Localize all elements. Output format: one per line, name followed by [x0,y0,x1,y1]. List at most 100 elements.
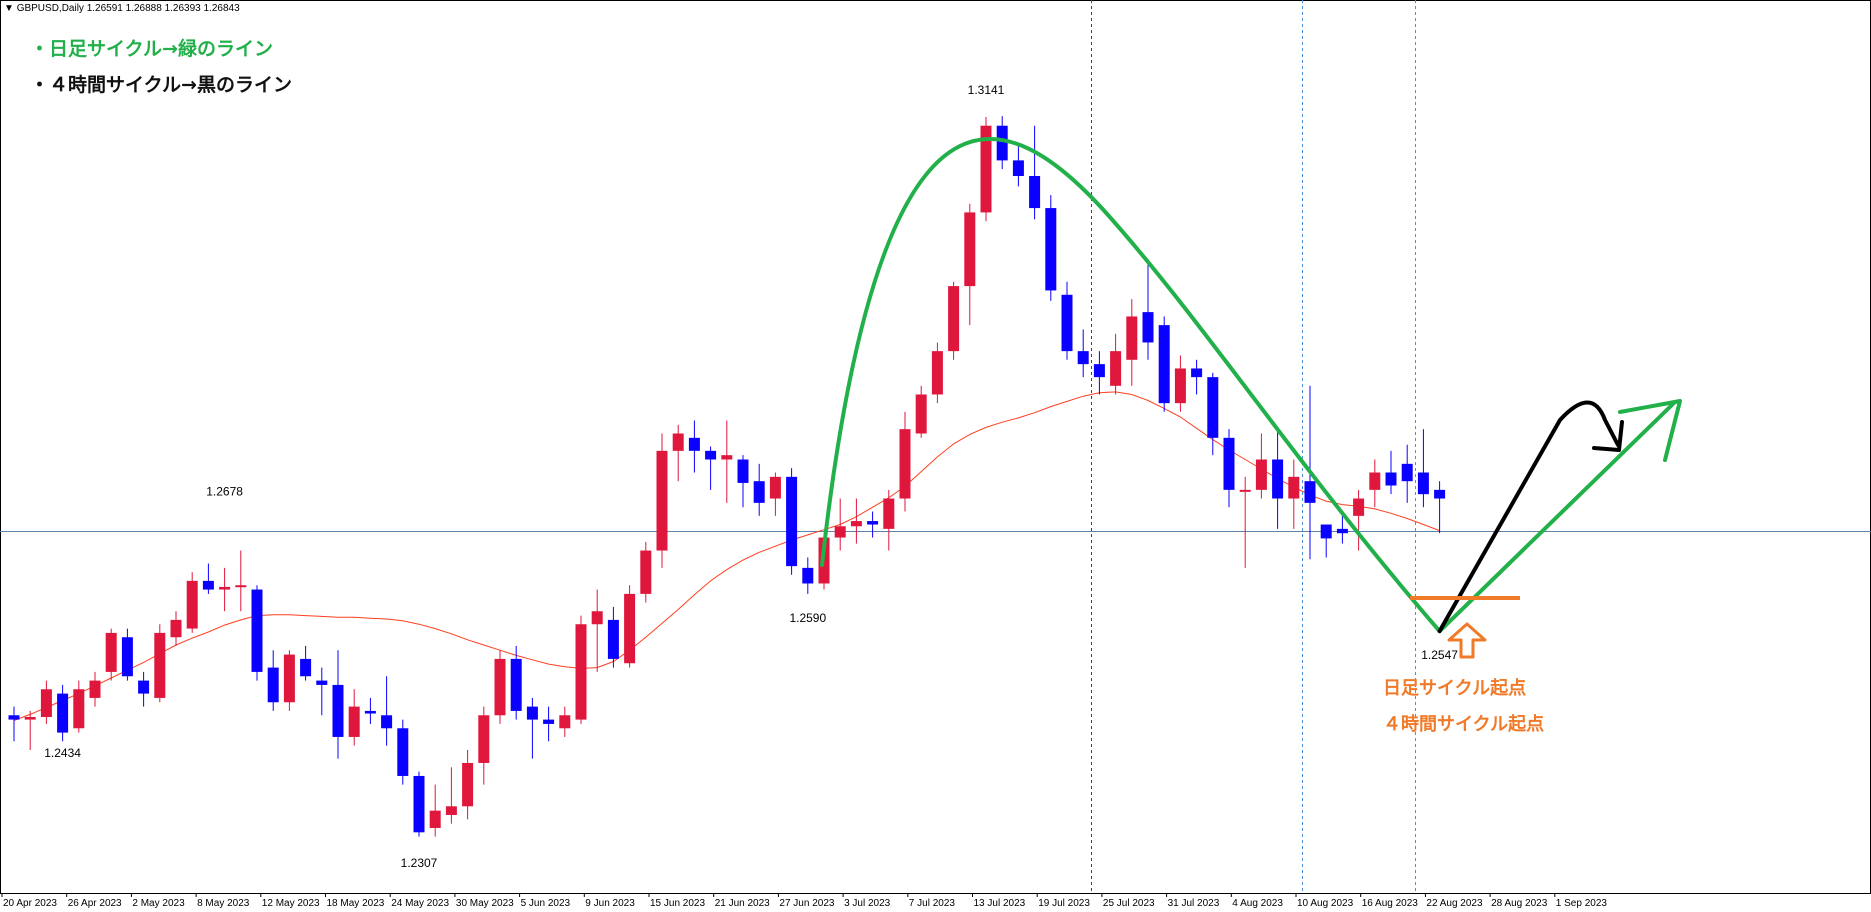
candle-body [1304,481,1316,503]
candle-body [640,550,652,594]
candle-body [786,476,798,567]
bear-candle [1142,264,1154,360]
bull-candle [575,615,587,724]
candle-body [40,689,52,718]
bear-candle [267,650,279,711]
bear-candle [802,557,814,594]
candle-body [883,498,895,529]
bull-candle [478,706,490,785]
bear-candle [688,420,700,473]
bull-candle [494,650,506,724]
daily-cycle-start-note: 日足サイクル起点 [1383,678,1527,699]
candle-body [1207,377,1219,438]
candle-body [1191,368,1203,378]
bull-candle [656,433,668,568]
bear-candle [753,463,765,516]
bull-candle [219,567,231,612]
bear-candle [526,697,538,759]
candle-body [413,775,425,833]
date-label: 7 Jul 2023 [909,898,956,909]
candle-body [802,567,814,584]
candle-body [154,632,166,698]
price-label: 1.2434 [44,746,81,760]
candle-body [235,585,247,588]
candle-body [8,715,20,720]
candle-body [267,667,279,703]
bear-candle [607,606,619,668]
candle-body [105,632,117,672]
date-label: 28 Aug 2023 [1491,898,1548,909]
daily-cycle-note: ・日足サイクル→緑のライン [30,38,273,60]
date-label: 8 May 2023 [197,898,250,909]
candle-body [300,658,312,677]
candle-body [980,125,992,213]
candle-body [1288,476,1300,499]
candle-body [1369,472,1381,490]
candle-body [1385,472,1397,486]
bull-candle [1369,459,1381,508]
date-label: 25 Jul 2023 [1103,898,1155,909]
bear-candle [1077,329,1089,378]
candle-body [931,351,943,395]
bear-candle [364,697,376,724]
bear-candle [316,667,328,716]
candle-body [867,521,879,525]
symbol-label: GBPUSD,Daily [16,3,84,14]
bull-candle [1110,333,1122,395]
bear-candle [138,671,150,707]
bull-candle [624,585,636,668]
bear-candle [786,468,798,575]
candle-body [721,455,733,460]
candle-body [510,658,522,711]
candle-body [283,654,295,703]
bull-candle [429,784,441,837]
candle-body [899,429,911,499]
bull-candle [1255,433,1267,499]
bear-candle [1434,481,1446,534]
date-label: 20 Apr 2023 [3,898,57,909]
candle-body [170,619,182,638]
bear-candle [1158,316,1170,412]
candle-body [1012,160,1024,176]
candle-body [769,476,781,499]
bear-candle [251,585,263,681]
date-label: 4 Aug 2023 [1232,898,1283,909]
candle-body [1077,351,1089,365]
candle-body [138,680,150,694]
collapse-arrow-icon[interactable]: ▼ [4,3,14,14]
candle-body [591,611,603,625]
date-label: 31 Jul 2023 [1168,898,1220,909]
bull-candle [154,624,166,703]
date-label: 19 Jul 2023 [1038,898,1090,909]
candle-body [1029,175,1041,209]
candle-body [57,693,69,733]
candle-body [1142,312,1154,343]
bear-candle [1207,372,1219,456]
bull-candle [559,706,571,737]
bull-candle [915,385,927,438]
candle-body [948,286,960,352]
candle-body [1272,459,1284,499]
date-label: 15 Jun 2023 [650,898,705,909]
bull-candle [834,498,846,551]
bull-candle [1126,299,1138,386]
candle-body [364,710,376,714]
bull-candle [40,680,52,724]
candle-body [186,580,198,629]
price-label: 1.2590 [789,611,826,625]
date-label: 26 Apr 2023 [68,898,122,909]
bull-candle [73,680,85,733]
ohlc-readout: 1.26591 1.26888 1.26393 1.26843 [86,3,240,14]
bear-candle [705,446,717,490]
date-label: 24 May 2023 [391,898,449,909]
candle-body [607,619,619,659]
daily-cycle-rising-line [1437,400,1677,634]
candle-body [688,437,700,451]
bear-candle [300,645,312,681]
date-label: 1 Sep 2023 [1556,898,1608,909]
bull-candle [1288,459,1300,529]
bear-candle [332,650,344,759]
bull-candle [283,650,295,711]
